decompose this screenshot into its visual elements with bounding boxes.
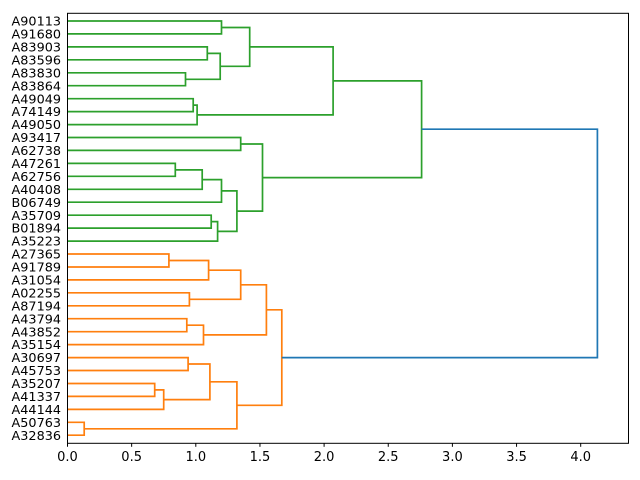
leaf-label: A30697 <box>12 351 61 366</box>
x-tick-label: 0.5 <box>121 450 142 465</box>
x-tick-label: 1.5 <box>250 450 271 465</box>
leaf-label: A02255 <box>12 286 61 301</box>
dendrogram-link <box>67 97 195 113</box>
dendrogram-link <box>67 317 188 333</box>
leaf-label: A93417 <box>12 131 61 146</box>
x-tick-label: 1.0 <box>185 450 206 465</box>
dendrogram-link <box>67 20 223 35</box>
dendrogram-link <box>67 162 177 178</box>
dendrogram-link <box>67 291 191 307</box>
leaf-label: A49050 <box>12 118 61 133</box>
x-tick-label: 3.0 <box>442 450 463 465</box>
leaf-label: A87194 <box>12 299 61 314</box>
dendrogram-link <box>197 46 334 116</box>
plot-frame <box>67 12 629 444</box>
dendrogram-link <box>67 324 205 346</box>
leaf-label: A27365 <box>12 248 61 263</box>
leaf-label: A44144 <box>12 403 61 418</box>
leaf-label: A47261 <box>12 157 61 172</box>
dendrogram-link <box>67 178 223 204</box>
dendrogram-link <box>67 214 213 229</box>
leaf-label: A74149 <box>12 105 61 120</box>
leaf-label: A35207 <box>12 377 61 392</box>
leaf-label: A49049 <box>12 92 61 107</box>
dendrogram-link <box>236 308 283 407</box>
leaf-label: A32836 <box>12 429 61 444</box>
dendrogram-link <box>281 128 599 359</box>
dendrogram-link <box>67 356 189 372</box>
leaf-label: A62738 <box>12 144 61 159</box>
leaf-label: A45753 <box>12 364 61 379</box>
dendrogram-link <box>67 104 198 126</box>
dendrogram-link <box>236 143 264 212</box>
x-tick-label: 3.5 <box>506 450 527 465</box>
leaf-label: A50763 <box>12 416 61 431</box>
dendrogram-link <box>67 382 156 398</box>
dendrogram-link <box>67 136 242 152</box>
dendrogram-link <box>185 52 222 81</box>
leaf-label: A35223 <box>12 235 61 250</box>
x-tick-label: 0.0 <box>57 450 78 465</box>
dendrogram-link <box>67 253 170 268</box>
dendrogram-link <box>67 421 86 437</box>
leaf-label: B06749 <box>12 196 62 211</box>
leaf-label: A43852 <box>12 325 61 340</box>
x-tick-label: 2.0 <box>314 450 335 465</box>
leaf-label: A83903 <box>12 40 61 55</box>
dendrogram-link <box>67 220 219 242</box>
dendrogram-link <box>84 380 238 430</box>
dendrogram-link <box>67 169 204 191</box>
leaf-label: A83864 <box>12 79 61 94</box>
leaf-label: A83596 <box>12 53 61 68</box>
dendrogram-link <box>67 389 165 411</box>
leaf-label: A35709 <box>12 209 61 224</box>
leaf-label: A43794 <box>12 312 61 327</box>
dendrogram-link <box>203 283 268 336</box>
x-tick-label: 4.0 <box>570 450 591 465</box>
leaf-label: A83830 <box>12 66 61 81</box>
dendrogram-link <box>220 26 251 68</box>
leaf-label: A35154 <box>12 338 61 353</box>
dendrogram-link <box>189 269 242 301</box>
leaf-label: A31054 <box>12 274 61 289</box>
dendrogram-link <box>67 259 210 281</box>
leaf-label: A41337 <box>12 390 61 405</box>
dendrogram-link <box>262 80 423 179</box>
leaf-label: A40408 <box>12 183 61 198</box>
leaf-label: A91789 <box>12 261 61 276</box>
dendrogram-link <box>163 363 211 401</box>
leaf-label: A90113 <box>12 15 61 30</box>
x-tick-label: 2.5 <box>378 450 399 465</box>
leaf-label: A91680 <box>12 28 61 43</box>
dendrogram-link <box>217 190 238 233</box>
dendrogram-link <box>67 71 187 87</box>
leaf-label: B01894 <box>12 222 62 237</box>
leaf-label: A62756 <box>12 170 61 185</box>
dendrogram-link <box>67 46 209 61</box>
